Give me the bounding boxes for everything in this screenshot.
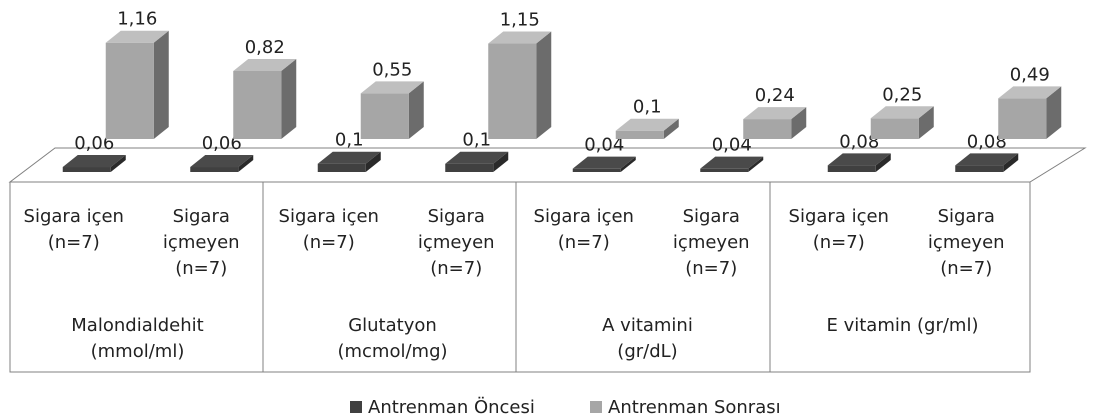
bar-side — [238, 155, 254, 172]
bar-top — [998, 86, 1062, 99]
value-label: 0,08 — [839, 131, 879, 152]
value-label: 0,24 — [755, 85, 795, 106]
bar — [870, 118, 919, 139]
bar-top — [955, 153, 1019, 166]
bar — [360, 93, 409, 139]
bar-top — [870, 106, 934, 119]
bar-top — [190, 155, 254, 168]
bar — [955, 165, 1004, 172]
bar — [572, 168, 621, 172]
value-label: 0,06 — [202, 133, 242, 154]
value-label: 0,82 — [245, 37, 285, 58]
group-label: E vitamin (gr/ml) — [826, 315, 979, 336]
bar-top — [488, 31, 552, 44]
bar-top — [317, 151, 381, 164]
group-label: A vitamini (gr/dL) — [602, 315, 693, 362]
bar-top — [700, 156, 764, 169]
bar — [62, 167, 111, 172]
value-label: 0,1 — [633, 97, 662, 118]
bar-side — [408, 81, 424, 139]
bar — [317, 163, 366, 172]
bar — [488, 43, 537, 139]
bar-top — [743, 107, 807, 120]
bar — [827, 165, 876, 172]
value-label: 0,06 — [74, 133, 114, 154]
legend-label: Antrenman Öncesi — [368, 396, 535, 418]
bar — [615, 130, 664, 139]
group-label: Malondialdehit (mmol/ml) — [71, 315, 204, 362]
bar — [743, 119, 792, 139]
value-label: 1,16 — [117, 9, 157, 30]
bar-side — [281, 58, 297, 139]
bar-side — [110, 155, 126, 172]
group-label: Glutatyon (mcmol/mg) — [337, 315, 448, 362]
bar-top — [360, 81, 424, 94]
value-label: 0,49 — [1010, 64, 1050, 85]
value-label: 1,15 — [500, 10, 540, 31]
bar — [445, 163, 494, 172]
bar-side — [536, 31, 552, 139]
value-label: 0,1 — [335, 130, 364, 151]
legend-swatch — [590, 401, 602, 413]
value-label: 0,1 — [462, 130, 491, 151]
bar-side — [1003, 153, 1019, 172]
bar-top — [233, 58, 297, 71]
x-tick-label: Sigara içmeyen (n=7) — [927, 206, 1005, 279]
value-label: 0,04 — [584, 135, 624, 156]
value-label: 0,55 — [372, 59, 412, 80]
x-tick-label: Sigara içmeyen (n=7) — [417, 206, 495, 279]
bar-side — [1046, 86, 1062, 139]
table-frame — [9, 181, 1031, 373]
bar-top — [615, 118, 679, 131]
x-tick-label: Sigara içen (n=7) — [23, 206, 124, 253]
bar-side — [791, 107, 807, 139]
value-label: 0,08 — [967, 131, 1007, 152]
floor — [8, 147, 1087, 183]
bar-side — [875, 153, 891, 172]
legend-swatch — [350, 401, 362, 413]
x-tick-label: Sigara içen (n=7) — [788, 206, 889, 253]
bar-side — [918, 106, 934, 139]
bar — [998, 98, 1047, 139]
bar — [105, 42, 154, 139]
legend-label: Antrenman Sonrası — [608, 397, 781, 418]
bar-top — [827, 153, 891, 166]
bar-top — [105, 30, 169, 43]
x-tick-label: Sigara içmeyen (n=7) — [162, 206, 240, 279]
bar-top — [62, 155, 126, 168]
bar-top — [572, 156, 636, 169]
bar-side — [620, 156, 636, 172]
x-tick-label: Sigara içmeyen (n=7) — [672, 206, 750, 279]
bar-side — [748, 156, 764, 172]
bar-side — [493, 151, 509, 172]
value-label: 0,04 — [712, 135, 752, 156]
bar-side — [365, 151, 381, 172]
value-label: 0,25 — [882, 84, 922, 105]
bar — [700, 168, 749, 172]
bar — [233, 70, 282, 139]
bar-top — [445, 151, 509, 164]
x-tick-label: Sigara içen (n=7) — [533, 206, 634, 253]
x-tick-label: Sigara içen (n=7) — [278, 206, 379, 253]
bar-side — [153, 30, 169, 139]
bar — [190, 167, 239, 172]
bar-side — [663, 118, 679, 139]
